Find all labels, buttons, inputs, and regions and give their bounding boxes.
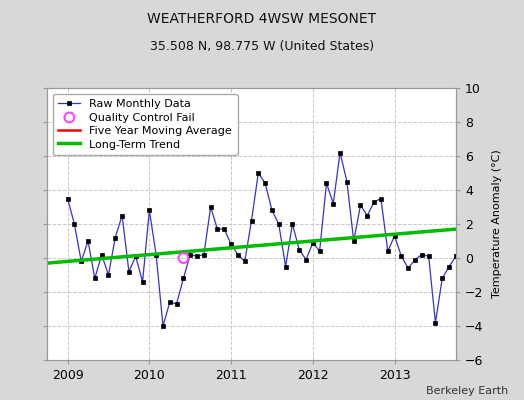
Raw Monthly Data [337, 150, 343, 155]
Line: Raw Monthly Data: Raw Monthly Data [66, 150, 472, 328]
Quality Control Fail [179, 255, 188, 261]
Text: WEATHERFORD 4WSW MESONET: WEATHERFORD 4WSW MESONET [147, 12, 377, 26]
Y-axis label: Temperature Anomaly (°C): Temperature Anomaly (°C) [492, 150, 501, 298]
Text: Berkeley Earth: Berkeley Earth [426, 386, 508, 396]
Text: 35.508 N, 98.775 W (United States): 35.508 N, 98.775 W (United States) [150, 40, 374, 53]
Raw Monthly Data [173, 302, 180, 306]
Legend: Raw Monthly Data, Quality Control Fail, Five Year Moving Average, Long-Term Tren: Raw Monthly Data, Quality Control Fail, … [53, 94, 238, 155]
Raw Monthly Data [187, 252, 193, 257]
Raw Monthly Data [208, 205, 214, 210]
Raw Monthly Data [201, 252, 207, 257]
Raw Monthly Data [133, 254, 139, 259]
Raw Monthly Data [64, 196, 71, 201]
Raw Monthly Data [466, 218, 473, 223]
Raw Monthly Data [160, 324, 166, 328]
Raw Monthly Data [323, 181, 330, 186]
